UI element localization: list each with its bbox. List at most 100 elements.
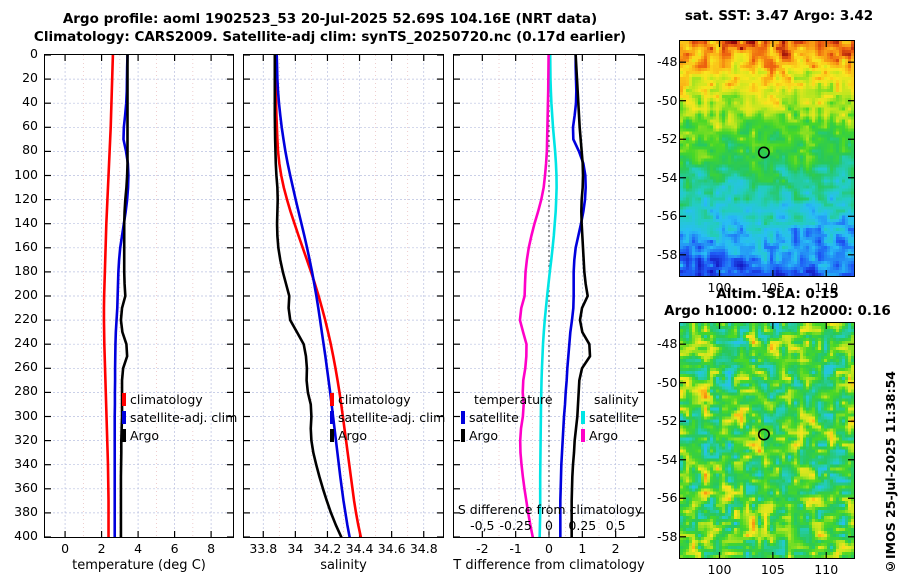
temperature-y-tick-label: 360 [14,479,38,495]
salinity-x-tick-label: 33.8 [249,541,278,556]
legend-swatch-climatology [122,393,126,406]
difference-t-tick-label: -2 [476,541,489,556]
temperature-y-tick-label: 400 [14,528,38,543]
difference-axis-label-top: S difference from climatology [457,502,643,517]
sla-lat-tick-label: -54 [657,451,678,467]
sst-map-title: sat. SST: 3.47 Argo: 3.42 [660,8,898,25]
difference-s-tick-label: -0.25 [499,518,532,533]
legend-label-salin-1: Argo [589,428,619,443]
temperature-y-tick-label: 340 [14,455,38,471]
sla-lon-tick-label: 100 [707,562,732,577]
salinity-x-tick-label: 34.4 [345,541,374,556]
sst-lon-tick-label: 110 [814,280,839,295]
difference-t-tick-label: 2 [611,541,620,556]
sla-lon-tick-label: 105 [760,562,785,577]
temperature-y-tick-label: 320 [14,431,38,447]
temperature-y-tick-label: 260 [14,359,38,375]
sla-map-title-line-2: Argo h1000: 0.12 h2000: 0.16 [664,303,891,319]
map-sst[interactable] [679,40,855,277]
legend-label-climatology: climatology [130,392,203,407]
sst-map-title-line: sat. SST: 3.47 Argo: 3.42 [684,8,874,24]
legend-header-temperature: temperature [474,392,553,407]
map-sla[interactable] [679,322,855,559]
sst-lat-tick-label: -58 [657,246,678,262]
legend-swatch-argo [122,429,126,442]
legend-swatch-sal-1 [330,411,334,424]
temperature-y-tick-label: 20 [22,70,38,86]
temperature-x-tick-label: 6 [170,541,179,556]
sla-map-title: Altim. SLA: 0.15 Argo h1000: 0.12 h2000:… [655,286,900,320]
temperature-x-tick-label: 0 [61,541,70,556]
legend-swatch-temp-1 [461,429,465,442]
salinity-x-tick-label: 34 [287,541,304,556]
temperature-y-tick-label: 120 [14,190,38,206]
difference-t-tick-label: 1 [578,541,587,556]
legend-header-salinity: salinity [594,392,639,407]
legend-swatch-temp-0 [461,411,465,424]
sst-lon-tick-label: 100 [707,280,732,295]
difference-plot-svg [454,55,644,537]
temperature-x-tick-label: 8 [207,541,216,556]
salinity-x-tick-label: 34.6 [377,541,406,556]
temperature-y-tick-label: 40 [22,94,38,110]
temperature-y-tick-label: 380 [14,503,38,519]
sst-lat-tick-label: -56 [657,208,678,224]
temperature-y-tick-label: 60 [22,118,38,134]
legend-swatch-satellite-adj--clim [122,411,126,424]
temperature-y-tick-label: 140 [14,214,38,230]
temperature-y-tick-label: 220 [14,311,38,327]
title-line-1: Argo profile: aoml 1902523_53 20-Jul-202… [62,11,598,27]
salinity-axis-label: salinity [320,558,367,573]
temperature-y-tick-label: 180 [14,262,38,278]
temperature-axis-label: temperature (deg C) [72,558,206,573]
sla-map-svg [680,323,854,558]
copyright-label: ©IMOS 25-Jul-2025 11:38:54 [883,370,898,574]
legend-label-argo: Argo [130,428,160,443]
legend-swatch-salin-0 [581,411,585,424]
legend-swatch-sal-2 [330,429,334,442]
sst-lat-tick-label: -48 [657,54,678,70]
sla-lat-tick-label: -58 [657,528,678,544]
legend-label-temp-1: Argo [469,428,499,443]
sst-lat-tick-label: -50 [657,92,678,108]
sla-lat-tick-label: -50 [657,374,678,390]
sla-lat-tick-label: -56 [657,490,678,506]
temperature-y-tick-label: 200 [14,287,38,302]
difference-s-tick-label: 0 [545,518,553,533]
salinity-plot-svg [244,55,443,537]
sst-lon-tick-label: 105 [760,280,785,295]
difference-t-tick-label: -1 [509,541,522,556]
legend-label-sal-0: climatology [338,392,411,407]
temperature-y-tick-label: 100 [14,166,38,182]
legend-label-salin-0: satellite [589,410,639,425]
panel-difference[interactable] [453,54,645,538]
temperature-y-tick-label: 80 [22,142,38,158]
panel-salinity[interactable] [243,54,444,538]
temperature-plot-svg [45,55,233,537]
legend-swatch-sal-0 [330,393,334,406]
sla-lon-tick-label: 110 [814,562,839,577]
sla-lat-tick-label: -52 [657,413,678,429]
temperature-y-tick-label: 0 [30,46,38,61]
sst-lat-tick-label: -52 [657,131,678,147]
legend-label-satellite-adj--clim: satellite-adj. clim [130,410,238,425]
sst-map-svg [680,41,854,276]
temperature-y-tick-label: 160 [14,238,38,254]
title-line-2: Climatology: CARS2009. Satellite-adj cli… [33,29,627,45]
temperature-y-tick-label: 240 [14,335,38,351]
legend-swatch-salin-1 [581,429,585,442]
salinity-x-tick-label: 34.2 [313,541,342,556]
legend-label-sal-1: satellite-adj. clim [338,410,446,425]
difference-s-tick-label: 0,5 [605,518,626,533]
difference-axis-label-bottom: T difference from climatology [453,558,645,573]
salinity-x-tick-label: 34.8 [409,541,438,556]
temperature-x-tick-label: 2 [97,541,106,556]
temperature-y-tick-label: 280 [14,383,38,399]
temperature-x-tick-label: 4 [134,541,143,556]
difference-s-tick-label: 0.25 [568,518,597,533]
difference-t-tick-label: 0 [545,541,553,556]
legend-label-sal-2: Argo [338,428,368,443]
difference-s-tick-label: -0,5 [470,518,495,533]
panel-temperature[interactable] [44,54,234,538]
plot-title: Argo profile: aoml 1902523_53 20-Jul-202… [0,10,660,46]
